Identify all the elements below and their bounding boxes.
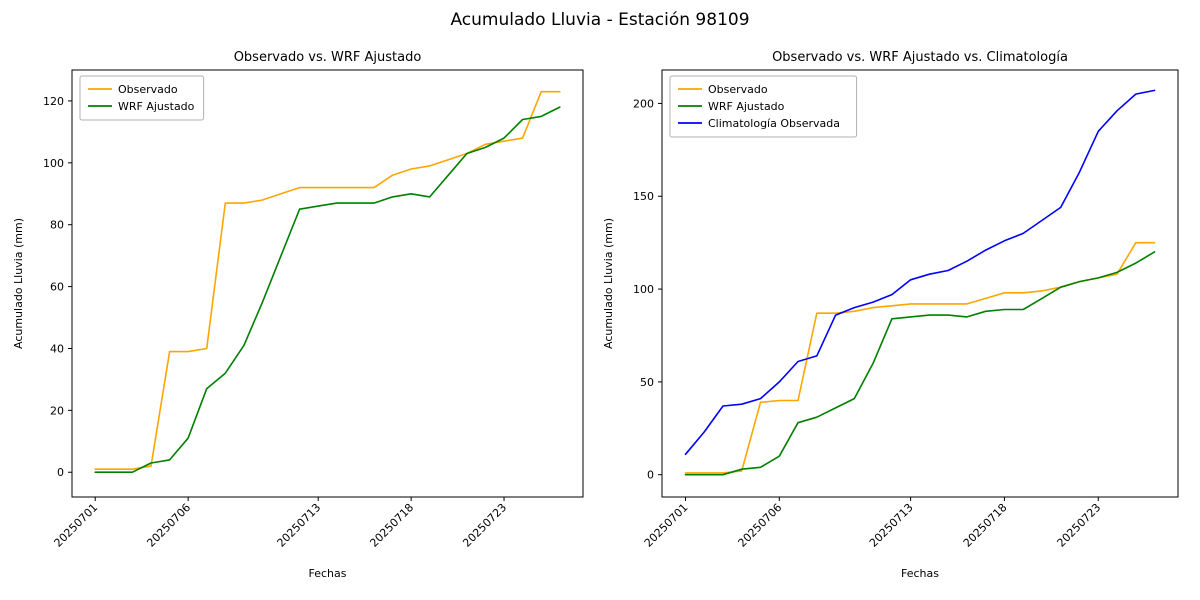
- x-tick-label: 20250718: [367, 501, 416, 550]
- axes-frame: [71, 69, 584, 498]
- series-line-wrf-ajustado: [684, 251, 1156, 476]
- x-tick-label: 20250718: [961, 501, 1010, 550]
- y-tick-label: 100: [633, 283, 654, 296]
- y-tick-label: 0: [57, 466, 64, 479]
- y-axis-label: Acumulado Lluvia (mm): [12, 218, 25, 349]
- x-tick-label: 20250701: [642, 501, 691, 550]
- legend-label-wrf-ajustado: WRF Ajustado: [118, 100, 195, 113]
- y-tick-label: 200: [633, 97, 654, 110]
- x-axis-label: Fechas: [309, 567, 347, 580]
- series-line-wrf-ajustado: [94, 106, 561, 474]
- legend-label-wrf-ajustado: WRF Ajustado: [708, 100, 785, 113]
- y-tick-label: 0: [647, 469, 654, 482]
- right-chart: Observado vs. WRF Ajustado vs. Climatolo…: [602, 50, 1179, 580]
- x-tick-label: 20250706: [144, 501, 193, 550]
- legend-box: [79, 75, 205, 121]
- series-line-observado: [94, 90, 561, 471]
- y-tick-label: 40: [50, 342, 64, 355]
- subplot-title: Observado vs. WRF Ajustado vs. Climatolo…: [772, 50, 1068, 65]
- x-tick-label: 20250713: [867, 501, 916, 550]
- legend-box: [669, 75, 858, 138]
- x-tick-label: 20250706: [736, 501, 785, 550]
- legend-label-observado: Observado: [708, 83, 768, 96]
- subplot-title: Observado vs. WRF Ajustado: [234, 50, 422, 65]
- left-chart: Observado vs. WRF Ajustado 0 20 40 60 80 100 12…: [12, 50, 584, 580]
- x-tick-label: 20250701: [52, 501, 101, 550]
- y-axis-label: Acumulado Lluvia (mm): [602, 218, 615, 349]
- x-axis-label: Fechas: [901, 567, 939, 580]
- legend-label-climatolog-a-observada: Climatología Observada: [708, 117, 840, 130]
- x-tick-label: 20250713: [275, 501, 324, 550]
- y-tick-label: 50: [640, 376, 654, 389]
- y-tick-label: 60: [50, 281, 64, 294]
- y-tick-label: 100: [43, 157, 64, 170]
- axes-frame: [661, 69, 1179, 498]
- legend-label-observado: Observado: [118, 83, 178, 96]
- y-tick-label: 150: [633, 190, 654, 203]
- x-tick-label: 20250723: [460, 501, 509, 550]
- y-tick-label: 80: [50, 219, 64, 232]
- figure-title: Acumulado Lluvia - Estación 98109: [450, 10, 750, 30]
- y-tick-label: 20: [50, 404, 64, 417]
- x-tick-label: 20250723: [1055, 501, 1104, 550]
- series-line-climatolog-a-observada: [684, 89, 1156, 456]
- y-tick-label: 120: [43, 95, 64, 108]
